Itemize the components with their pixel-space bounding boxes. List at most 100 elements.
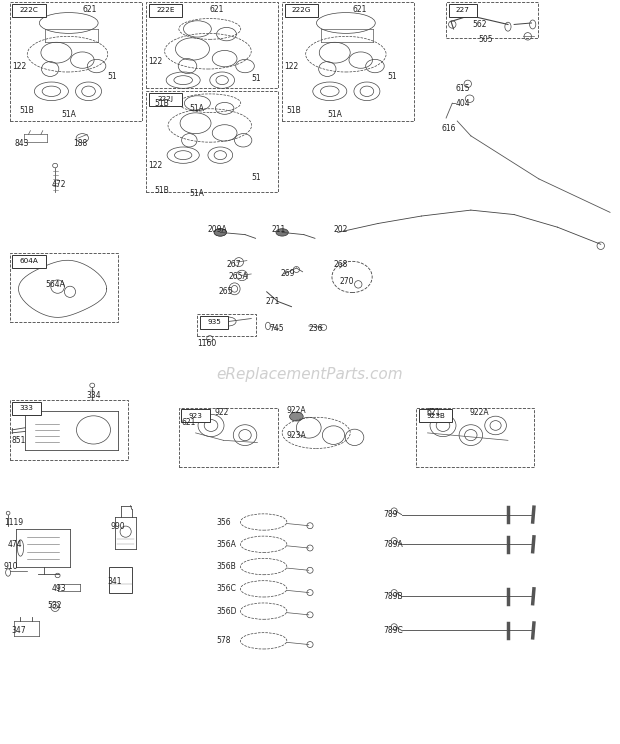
Text: 922A: 922A <box>286 406 306 415</box>
Text: 236: 236 <box>309 324 323 333</box>
Bar <box>10 400 128 460</box>
Text: 333: 333 <box>20 405 33 411</box>
Text: 621: 621 <box>427 408 441 417</box>
Text: 222G: 222G <box>291 7 311 13</box>
Bar <box>12 254 46 268</box>
Text: 404: 404 <box>455 99 470 108</box>
Text: 922A: 922A <box>469 408 489 417</box>
Text: 493: 493 <box>51 584 66 594</box>
Text: 604A: 604A <box>20 258 38 264</box>
Text: 211: 211 <box>272 225 286 234</box>
Text: 269: 269 <box>280 269 294 278</box>
Text: 935: 935 <box>207 319 221 325</box>
Text: 923: 923 <box>188 413 203 419</box>
Text: 923B: 923B <box>426 413 445 419</box>
Text: 51B: 51B <box>19 106 34 115</box>
Text: 51: 51 <box>107 72 117 81</box>
Bar <box>10 2 142 121</box>
Bar <box>282 2 414 121</box>
Text: 356A: 356A <box>216 540 236 549</box>
Text: 532: 532 <box>47 601 61 610</box>
Text: 615: 615 <box>455 84 470 93</box>
Text: 265A: 265A <box>228 272 248 281</box>
Bar <box>109 568 133 593</box>
Text: 578: 578 <box>216 636 231 645</box>
Text: 356C: 356C <box>216 584 236 594</box>
Text: 334: 334 <box>86 391 100 400</box>
Bar <box>197 314 255 336</box>
Text: 271: 271 <box>265 297 280 306</box>
Text: 789B: 789B <box>383 591 402 600</box>
Text: 621: 621 <box>82 5 97 14</box>
Bar <box>446 2 538 38</box>
Ellipse shape <box>290 412 303 421</box>
Text: 356B: 356B <box>216 562 236 571</box>
Text: 621: 621 <box>352 5 366 14</box>
Text: 51A: 51A <box>189 104 204 113</box>
Text: 222C: 222C <box>20 7 38 13</box>
Text: 564A: 564A <box>45 280 65 289</box>
Text: 222J: 222J <box>157 97 173 103</box>
Text: 51A: 51A <box>327 110 342 119</box>
Text: 51A: 51A <box>61 110 76 119</box>
Ellipse shape <box>214 228 226 236</box>
Text: 122: 122 <box>284 62 298 71</box>
Text: 474: 474 <box>8 540 23 549</box>
Text: 1160: 1160 <box>197 339 216 348</box>
Text: 265: 265 <box>218 287 233 296</box>
Text: 923A: 923A <box>286 431 306 440</box>
Text: 188: 188 <box>74 139 88 148</box>
Text: 621: 621 <box>210 5 224 14</box>
Ellipse shape <box>276 228 288 236</box>
Text: 562: 562 <box>472 20 487 29</box>
Text: 1119: 1119 <box>4 518 23 527</box>
Text: 209A: 209A <box>208 225 228 234</box>
Text: 202: 202 <box>334 225 348 234</box>
Bar <box>149 4 182 17</box>
Text: 922: 922 <box>214 408 229 417</box>
Text: 843: 843 <box>14 139 29 148</box>
Text: 347: 347 <box>12 626 27 635</box>
Bar <box>448 4 477 17</box>
Bar <box>417 408 534 467</box>
Bar <box>200 315 228 329</box>
Text: 616: 616 <box>441 124 456 133</box>
Text: 789A: 789A <box>383 540 403 549</box>
Bar <box>146 92 278 192</box>
Text: 851: 851 <box>12 436 26 445</box>
Text: 990: 990 <box>111 522 125 531</box>
Text: 356: 356 <box>216 518 231 527</box>
Text: 341: 341 <box>107 577 122 586</box>
Text: 270: 270 <box>340 277 354 286</box>
Bar <box>419 409 452 423</box>
Text: 789C: 789C <box>383 626 403 635</box>
Text: 51B: 51B <box>154 185 169 195</box>
Text: 51A: 51A <box>189 189 204 198</box>
Bar <box>285 4 318 17</box>
Text: 122: 122 <box>148 161 162 170</box>
Text: 51: 51 <box>251 173 261 182</box>
Text: 51B: 51B <box>154 99 169 108</box>
Text: 51B: 51B <box>286 106 301 115</box>
Text: eReplacementParts.com: eReplacementParts.com <box>216 367 404 382</box>
Bar <box>10 253 118 321</box>
Text: 122: 122 <box>148 57 162 66</box>
Text: 505: 505 <box>478 35 493 44</box>
Text: 51: 51 <box>388 72 397 81</box>
Text: 356D: 356D <box>216 606 236 615</box>
Bar <box>179 408 278 467</box>
Text: 51: 51 <box>251 74 261 83</box>
Text: 267: 267 <box>226 260 241 269</box>
Bar <box>149 93 182 106</box>
Bar <box>12 4 46 17</box>
Text: 789: 789 <box>383 510 397 519</box>
Text: 122: 122 <box>12 62 26 71</box>
Text: 222E: 222E <box>156 7 174 13</box>
Bar <box>146 2 278 89</box>
Text: 472: 472 <box>51 180 66 190</box>
Text: 227: 227 <box>456 7 470 13</box>
Text: 621: 621 <box>181 418 196 427</box>
Text: 268: 268 <box>334 260 348 269</box>
Text: 910: 910 <box>4 562 18 571</box>
Bar <box>181 409 210 423</box>
